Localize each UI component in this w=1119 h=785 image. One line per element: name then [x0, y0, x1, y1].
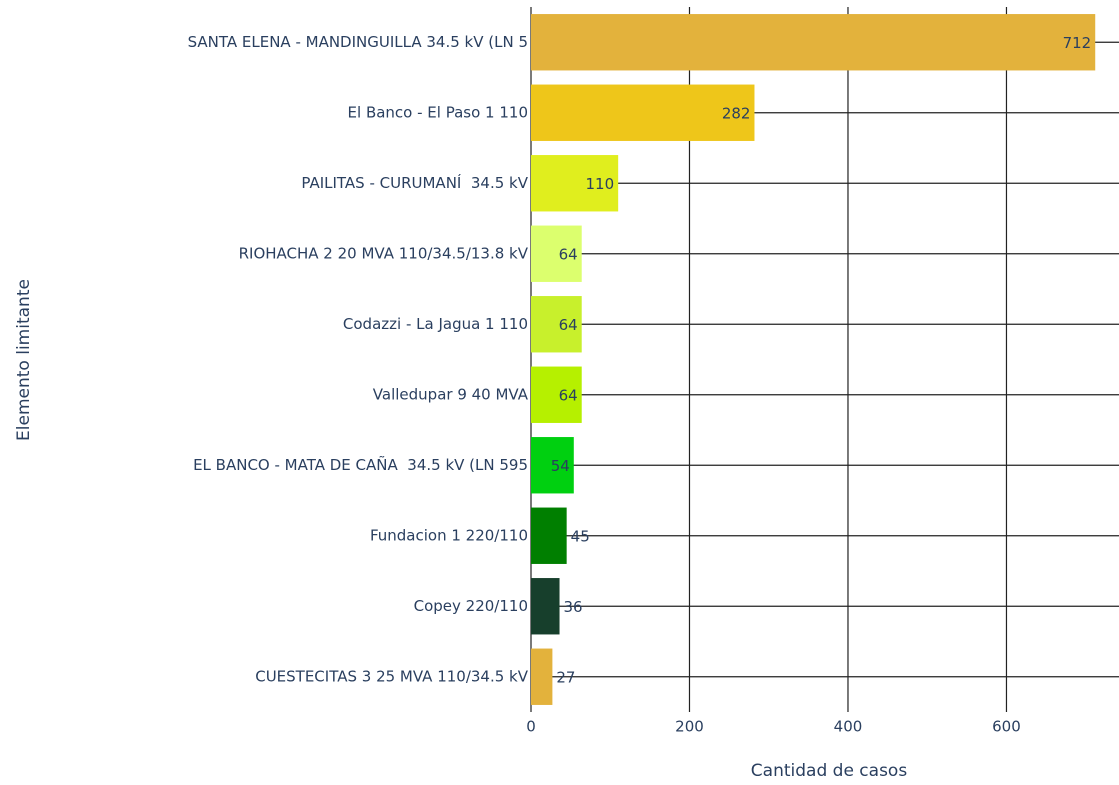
- value-label: 54: [551, 457, 570, 475]
- bar: [531, 225, 582, 282]
- x-tick-label: 200: [675, 718, 704, 736]
- y-tick-label: Fundacion 1 220/110: [370, 526, 528, 544]
- y-tick-label: EL BANCO - MATA DE CAÑA 34.5 kV (LN 595: [193, 455, 528, 474]
- value-label: 27: [556, 668, 575, 686]
- y-axis-title: Elemento limitante: [14, 279, 34, 441]
- y-tick-label: CUESTECITAS 3 25 MVA 110/34.5 kV: [255, 667, 529, 685]
- value-label: 64: [559, 316, 578, 334]
- value-label: 64: [559, 245, 578, 263]
- x-tick-label: 400: [834, 718, 863, 736]
- value-label: 45: [571, 527, 590, 545]
- x-tick-label: 0: [526, 718, 536, 736]
- y-tick-label: SANTA ELENA - MANDINGUILLA 34.5 kV (LN 5: [188, 33, 528, 51]
- y-tick-label: El Banco - El Paso 1 110: [348, 103, 528, 121]
- y-tick-label: Copey 220/110: [414, 597, 528, 615]
- value-label: 282: [722, 104, 751, 122]
- x-axis-title: Cantidad de casos: [751, 761, 908, 781]
- bar: [531, 578, 560, 635]
- bar: [531, 296, 582, 353]
- bar: [531, 84, 755, 141]
- bar: [531, 437, 574, 494]
- value-label: 64: [559, 386, 578, 404]
- y-tick-label: Codazzi - La Jagua 1 110: [343, 315, 528, 333]
- bar: [531, 155, 619, 212]
- value-label: 110: [586, 175, 615, 193]
- bar: [531, 14, 1096, 71]
- value-label: 712: [1063, 34, 1092, 52]
- y-tick-label: RIOHACHA 2 20 MVA 110/34.5/13.8 kV: [239, 244, 529, 262]
- value-label: 36: [564, 598, 583, 616]
- bar: [531, 507, 567, 564]
- bar: [531, 366, 582, 423]
- x-tick-label: 600: [992, 718, 1021, 736]
- y-tick-label: PAILITAS - CURUMANÍ 34.5 kV: [301, 173, 528, 192]
- y-tick-label: Valledupar 9 40 MVA: [373, 385, 529, 403]
- bar: [531, 648, 553, 705]
